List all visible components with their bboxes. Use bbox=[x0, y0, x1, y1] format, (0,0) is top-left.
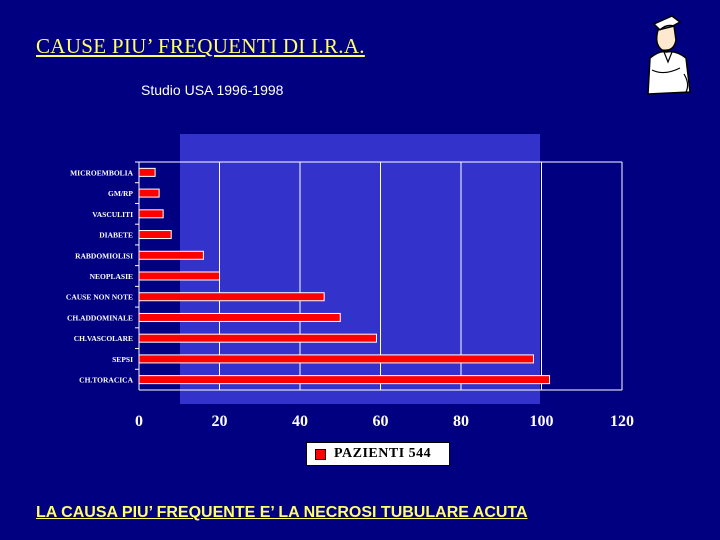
legend-swatch bbox=[315, 448, 326, 460]
category-label: MICROEMBOLIA bbox=[70, 168, 134, 177]
category-label: SEPSI bbox=[112, 355, 133, 364]
conclusion-text: LA CAUSA PIU’ FREQUENTE E’ LA NECROSI TU… bbox=[36, 504, 528, 521]
category-label: DIABETE bbox=[99, 231, 133, 240]
category-label: CH.TORACICA bbox=[79, 376, 133, 385]
category-label: NEOPLASIE bbox=[90, 272, 133, 281]
bar bbox=[138, 188, 160, 198]
bar bbox=[138, 209, 164, 219]
chart-subtitle: Studio USA 1996-1998 bbox=[141, 82, 284, 98]
bar bbox=[138, 250, 204, 260]
category-label: VASCULITI bbox=[92, 210, 133, 219]
slide-title: CAUSE PIU’ FREQUENTI DI I.R.A. bbox=[36, 34, 365, 58]
bar bbox=[138, 312, 341, 322]
bar bbox=[138, 375, 551, 385]
x-tick-label: 20 bbox=[212, 413, 228, 430]
chart-legend: PAZIENTI 544 bbox=[306, 442, 450, 466]
category-label: CH.VASCOLARE bbox=[74, 334, 133, 343]
category-label: RABDOMIOLISI bbox=[75, 251, 133, 260]
x-tick-label: 100 bbox=[530, 413, 554, 430]
category-label: CH.ADDOMINALE bbox=[67, 313, 133, 322]
legend-label: PAZIENTI 544 bbox=[334, 446, 432, 461]
category-label: CAUSE NON NOTE bbox=[66, 293, 133, 302]
bar bbox=[138, 292, 325, 302]
x-tick-label: 40 bbox=[292, 413, 308, 430]
bar bbox=[138, 333, 377, 343]
x-tick-label: 80 bbox=[453, 413, 469, 430]
nurse-clipart-icon bbox=[647, 15, 691, 95]
category-label: GM/RP bbox=[108, 189, 133, 198]
bar bbox=[138, 230, 172, 240]
bar bbox=[138, 167, 156, 177]
x-tick-label: 60 bbox=[373, 413, 389, 430]
x-tick-label: 120 bbox=[610, 413, 634, 430]
bar bbox=[138, 354, 534, 364]
bar bbox=[138, 271, 220, 281]
plot-background bbox=[180, 134, 540, 404]
x-tick-label: 0 bbox=[135, 413, 143, 430]
